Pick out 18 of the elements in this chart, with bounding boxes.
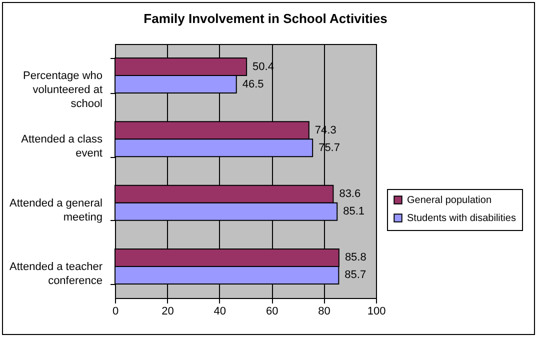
x-tick-label: 0: [112, 306, 119, 318]
data-label: 46.5: [242, 78, 264, 90]
y-tick-label: Attended a teacher conference: [10, 260, 103, 287]
x-tick-label: 80: [318, 306, 330, 318]
chart-title: Family Involvement in School Activities: [144, 11, 388, 26]
data-label: 83.6: [339, 188, 361, 200]
x-tick-label: 60: [266, 306, 278, 318]
data-label: 85.7: [344, 269, 366, 282]
legend-label: General population: [407, 195, 492, 206]
y-tick-label: Attended a class event: [21, 134, 103, 160]
x-tick-label: 40: [214, 306, 226, 318]
x-tick-label: 100: [367, 306, 386, 318]
y-tick-label: Percentage who volunteered at school: [23, 70, 102, 110]
y-tick-label: Attended a general meeting: [10, 197, 102, 224]
x-tick-label: 20: [162, 306, 174, 318]
legend-label: Students with disabilities: [407, 213, 516, 224]
data-label: 85.1: [343, 206, 365, 218]
data-label: 85.8: [344, 252, 366, 264]
